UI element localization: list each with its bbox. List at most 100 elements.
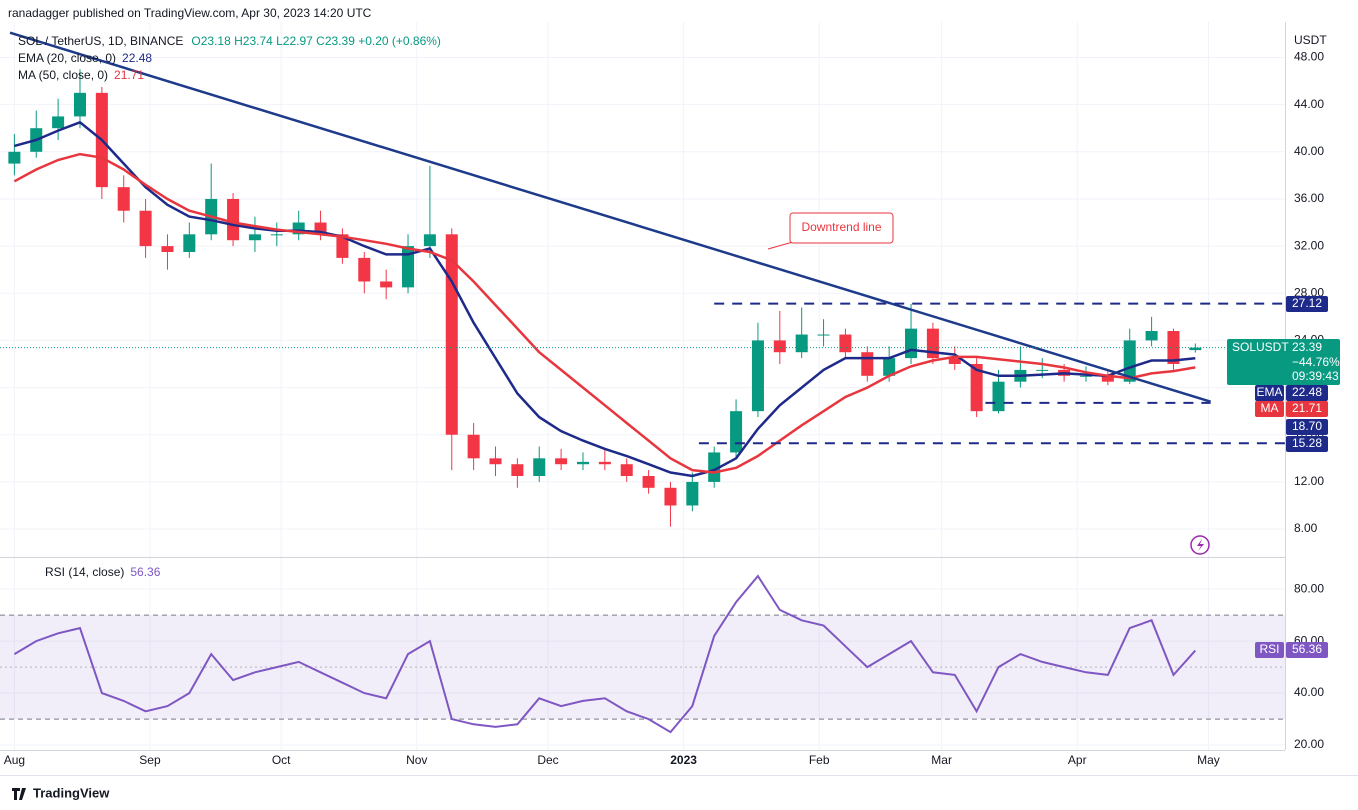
candle-body	[336, 234, 349, 258]
candle-body	[861, 352, 874, 376]
indicator-tag	[1255, 401, 1284, 417]
annotation: Downtrend line	[767, 212, 894, 250]
candle-body	[970, 364, 983, 412]
indicator-tag	[1255, 642, 1284, 658]
x-tick-label: May	[1197, 753, 1220, 767]
legend-value: 21.71	[114, 68, 144, 82]
candle-body	[380, 281, 393, 288]
candle-body	[8, 151, 21, 164]
candle-body	[270, 234, 283, 236]
candle-body	[751, 340, 764, 412]
candle-body	[1145, 330, 1158, 341]
footer-brand: TradingView	[33, 785, 110, 800]
ohlc-values: O23.18 H23.74 L22.97 C23.39 +0.20 (+0.86…	[191, 34, 441, 48]
candle-body	[905, 328, 918, 359]
rsi-band	[0, 615, 1285, 720]
candle-body	[314, 222, 327, 235]
indicator-tag	[1255, 385, 1284, 401]
axis-tag	[1286, 419, 1328, 435]
candle-body	[183, 234, 196, 253]
candle-body	[795, 334, 808, 353]
axis-tag-text: 15.28	[1292, 436, 1322, 450]
candle-body	[555, 458, 568, 465]
candle-body	[576, 461, 589, 465]
x-tick-label: Mar	[931, 753, 952, 767]
candle-body	[1036, 369, 1049, 371]
candle-body	[227, 198, 240, 241]
axis-tag	[1286, 436, 1328, 452]
candle-body	[445, 234, 458, 435]
indicator-line	[13, 152, 1196, 474]
candle-body	[620, 464, 633, 477]
candle-body	[467, 434, 480, 459]
legend-name: EMA (20, close, 0)	[18, 51, 116, 65]
grid: 8.0012.0016.0020.0024.0028.0032.0036.004…	[0, 22, 1324, 751]
candle-body	[423, 234, 436, 247]
publisher: ranadagger published on TradingView.com,…	[8, 6, 372, 20]
alert-bolt	[1197, 539, 1204, 551]
callout-box	[789, 212, 894, 244]
indicator-tag-name: MA	[1261, 401, 1279, 415]
candle-body	[402, 246, 415, 288]
symbol-title: SOL / TetherUS, 1D, BINANCE	[18, 34, 183, 48]
rsi-title: RSI (14, close)	[45, 565, 124, 579]
candle-body	[598, 461, 611, 465]
candle-body	[248, 234, 261, 241]
indicator-line	[14, 120, 1196, 478]
axis-tag-text: 56.36	[1292, 642, 1322, 656]
candle-body	[1079, 375, 1093, 377]
candle-body	[642, 476, 655, 488]
y-tick-label: 28.00	[1294, 285, 1324, 299]
candle-body	[73, 92, 86, 117]
rsi-line	[13, 574, 1197, 734]
x-tick-label: Apr	[1068, 753, 1087, 767]
candle-body	[358, 257, 371, 282]
y-tick-label: 80.00	[1294, 581, 1324, 595]
symbol-price: 23.39	[1292, 340, 1322, 354]
axis-tag-text: 18.70	[1292, 419, 1322, 433]
legend-value: 22.48	[122, 51, 152, 65]
y-tick-label: 32.00	[1294, 238, 1324, 252]
candle-body	[730, 411, 743, 453]
trendline	[9, 31, 1212, 403]
symbol-name: SOLUSDT	[1232, 340, 1289, 354]
callout-text: Downtrend line	[801, 220, 881, 234]
axis-tag-text: 27.12	[1292, 296, 1322, 310]
x-tick-label: Feb	[809, 753, 830, 767]
axis-tag	[1286, 385, 1328, 401]
candle-body	[708, 452, 721, 482]
candle-body	[533, 458, 546, 477]
candle-body	[511, 464, 524, 477]
y-tick-label: 44.00	[1294, 97, 1324, 111]
candle-body	[992, 381, 1005, 412]
axis-tag	[1286, 401, 1328, 417]
axis-tag	[1286, 642, 1328, 658]
candle-body	[1189, 347, 1202, 351]
x-tick-label: 2023	[670, 753, 697, 767]
candle-body	[817, 334, 830, 336]
y-tick-label: 36.00	[1294, 191, 1324, 205]
candle-body	[161, 246, 174, 253]
symbol-countdown: 09:39:43	[1292, 369, 1339, 383]
candle-body	[117, 187, 130, 211]
x-tick-label: Oct	[272, 753, 291, 767]
candle-body	[292, 222, 305, 235]
x-tick-label: Aug	[4, 753, 25, 767]
unit: USDT	[1294, 33, 1327, 47]
symbol-change: −44.76%	[1292, 355, 1340, 369]
axis-tag	[1286, 296, 1328, 312]
plot	[0, 31, 1285, 734]
candle-body	[686, 481, 699, 506]
candle-body	[1123, 340, 1136, 382]
symbol-tag	[1227, 339, 1340, 385]
candle-body	[52, 116, 65, 129]
x-tick-label: Dec	[537, 753, 558, 767]
rsi-value: 56.36	[130, 565, 160, 579]
candle-body	[489, 458, 502, 465]
x-tick-label: Nov	[406, 753, 427, 767]
axis-tag-text: 22.48	[1292, 385, 1322, 399]
y-tick-label: 40.00	[1294, 144, 1324, 158]
alert-icon	[1190, 535, 1210, 555]
candle-body	[1101, 375, 1114, 382]
